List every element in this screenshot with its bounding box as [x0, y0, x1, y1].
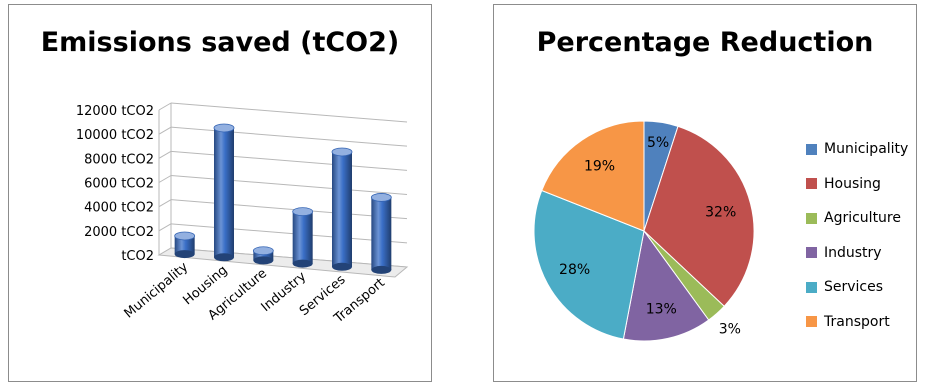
bar-chart-title: Emissions saved (tCO2) [40, 27, 400, 58]
legend-swatch [806, 178, 817, 190]
bar [174, 231, 196, 259]
legend-item-municipality: Municipality [806, 132, 908, 167]
legend-swatch [806, 316, 817, 328]
bar-top [252, 246, 274, 256]
bar [292, 207, 314, 268]
gridline [170, 175, 408, 195]
gridline [170, 223, 408, 244]
bar [331, 147, 353, 271]
pie-label-transport: 19% [584, 159, 615, 175]
bar-body [214, 127, 234, 258]
legend-swatch [806, 281, 817, 293]
y-tick-label: tCO2 [121, 249, 154, 264]
bar-body [253, 250, 274, 261]
legend-item-services: Services [806, 270, 908, 305]
gridline [170, 150, 408, 171]
gridline-diag [158, 223, 172, 232]
emissions-chart-panel: Emissions saved (tCO2) tCO2 2000 tCO2 4000… [8, 4, 432, 382]
legend-label: Agriculture [824, 210, 901, 227]
bar [370, 193, 392, 274]
legend-label: Municipality [824, 141, 909, 158]
gridline [170, 126, 408, 147]
bar [252, 246, 274, 265]
pie-chart-title: Percentage Reduction [536, 27, 874, 58]
y-tick-label: 4000 tCO2 [84, 201, 154, 216]
bar-top [331, 147, 353, 157]
y-tick-label: 12000 tCO2 [76, 104, 154, 119]
pie-label-agriculture: 3% [719, 321, 741, 337]
gridline-diag [158, 102, 172, 111]
gridlines [157, 102, 409, 278]
gridline [170, 199, 408, 220]
y-tick-label: 8000 tCO2 [84, 152, 154, 167]
y-tick-label: 6000 tCO2 [84, 177, 154, 192]
pie-slices [533, 120, 755, 342]
bar-base [292, 259, 313, 268]
legend-label: Services [824, 279, 884, 296]
y-tick-label: 2000 tCO2 [84, 225, 154, 240]
gridline-diag [158, 175, 172, 183]
legend-item-transport: Transport [806, 305, 908, 340]
pie-label-housing: 32% [705, 204, 736, 220]
bar-base [214, 253, 234, 262]
pie-slice-transport [541, 120, 645, 232]
bar [213, 123, 235, 262]
bar-top [174, 231, 196, 241]
x-tick-label: Municipality [122, 259, 192, 321]
pie-chart: 5% 32% 3% 13% 28% 19% [533, 120, 755, 342]
legend-item-agriculture: Agriculture [806, 201, 908, 236]
bar-base [371, 265, 392, 274]
y-tick-label: 10000 tCO2 [76, 128, 154, 143]
bar-chart: tCO2 2000 tCO2 4000 tCO2 6000 tCO2 8000 tCO2… [76, 102, 409, 327]
pie-slice-housing [643, 125, 755, 308]
bar-body [174, 235, 195, 255]
bar-body [332, 151, 352, 267]
bar-base [174, 250, 195, 259]
legend-label: Transport [824, 313, 890, 330]
bar-body [292, 211, 313, 264]
pie-label-services: 28% [559, 262, 590, 278]
bar-body [371, 197, 392, 270]
percentage-chart-panel: Percentage Reduction 5% 32% 3% 13% 28% 19% Mu… [493, 4, 917, 382]
legend-label: Housing [824, 175, 881, 192]
legend-item-housing: Housing [806, 167, 908, 202]
pie-label-municipality: 5% [647, 135, 669, 151]
legend-item-industry: Industry [806, 236, 908, 271]
bar-top [370, 193, 392, 202]
chart-floor [157, 247, 409, 278]
legend-label: Industry [824, 244, 882, 261]
legend-swatch [806, 247, 817, 259]
bar-top [213, 123, 235, 133]
pie-label-industry: 13% [646, 301, 677, 317]
bar-base [332, 262, 352, 271]
gridline [170, 102, 408, 123]
bar-top [292, 207, 314, 217]
pie-slice-industry [622, 229, 710, 342]
gridline-diag [158, 126, 172, 135]
bar-base [253, 256, 274, 265]
legend-swatch [806, 143, 817, 155]
pie-slice-services [533, 189, 645, 340]
gridline-diag [158, 150, 172, 159]
gridline-diag [158, 199, 172, 208]
pie-legend: Municipality Housing Agriculture Industry Se… [806, 132, 908, 339]
bars [174, 123, 392, 274]
legend-swatch [806, 212, 817, 224]
